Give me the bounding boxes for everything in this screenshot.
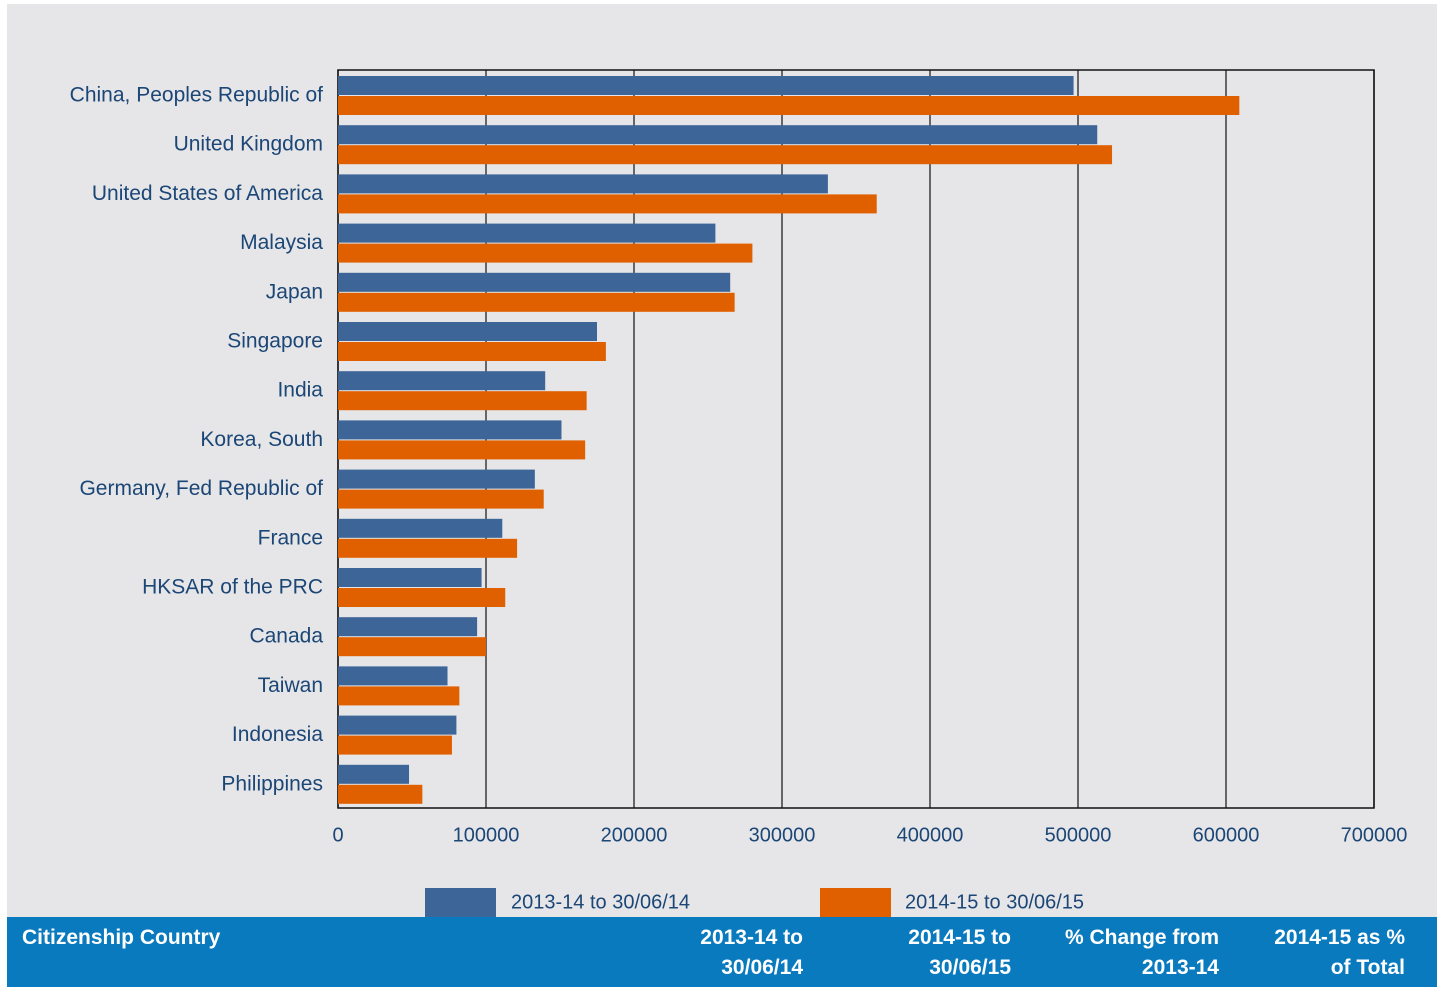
bar (338, 784, 423, 804)
y-tick-label: United States of America (92, 182, 323, 205)
chart: 2013-14 to 30/06/14 2014-15 to 30/06/15 … (7, 4, 1437, 917)
x-tick-label: 500000 (1045, 824, 1112, 846)
bar (338, 292, 735, 312)
bar (338, 518, 503, 538)
bar (338, 617, 478, 637)
legend-label: 2014-15 to 30/06/15 (905, 891, 1084, 913)
bar (338, 686, 460, 706)
y-tick-label: Taiwan (258, 674, 323, 697)
bar (338, 194, 877, 214)
bar (338, 371, 546, 391)
column-header: 2013-14 to 30/06/14 (700, 926, 803, 979)
bar (338, 322, 597, 341)
bar (338, 174, 828, 194)
bar (338, 272, 731, 292)
y-tick-label: Japan (266, 280, 323, 303)
column-header: % Change from 2013-14 (1064, 926, 1219, 979)
bar (338, 420, 562, 440)
bar (338, 735, 452, 755)
y-tick-label: Singapore (227, 330, 323, 353)
legend-swatch (820, 888, 891, 917)
x-tick-label: 600000 (1193, 824, 1260, 846)
bar (338, 223, 716, 243)
bar (338, 538, 518, 558)
y-tick-label: Malaysia (240, 231, 323, 254)
bar (338, 145, 1113, 165)
y-tick-label: France (258, 526, 323, 549)
x-tick-label: 300000 (749, 824, 816, 846)
bar (338, 96, 1240, 115)
y-tick-label: China, Peoples Republic of (70, 84, 323, 107)
bar (338, 342, 606, 361)
bar (338, 489, 544, 509)
bar (338, 125, 1098, 145)
bar (338, 440, 586, 460)
column-header: 2014-15 as % of Total (1274, 926, 1405, 979)
bar (338, 715, 457, 735)
bar (338, 469, 535, 489)
y-tick-label: Philippines (221, 772, 323, 795)
table-header: Citizenship Country 2013-14 to 30/06/14 … (7, 917, 1437, 987)
bar (338, 637, 486, 657)
legend-label: 2013-14 to 30/06/14 (511, 891, 690, 913)
y-tick-label: Indonesia (232, 723, 323, 746)
column-header: 2014-15 to 30/06/15 (908, 926, 1011, 979)
bar (338, 243, 753, 263)
legend-swatch (425, 888, 496, 917)
bar (338, 588, 506, 607)
y-tick-label: Germany, Fed Republic of (79, 477, 323, 500)
x-tick-label: 100000 (453, 824, 520, 846)
bar (338, 76, 1074, 95)
y-tick-label: HKSAR of the PRC (142, 576, 323, 599)
y-tick-label: India (277, 379, 323, 402)
x-tick-label: 0 (332, 824, 343, 846)
x-tick-label: 400000 (897, 824, 964, 846)
bar (338, 391, 587, 411)
bar (338, 568, 482, 587)
y-tick-label: Canada (249, 625, 323, 648)
bar (338, 666, 448, 686)
y-tick-label: United Kingdom (174, 133, 323, 156)
column-header: Citizenship Country (22, 926, 221, 949)
x-tick-label: 200000 (601, 824, 668, 846)
x-tick-label: 700000 (1341, 824, 1408, 846)
bar (338, 764, 410, 784)
y-tick-label: Korea, South (200, 428, 323, 451)
